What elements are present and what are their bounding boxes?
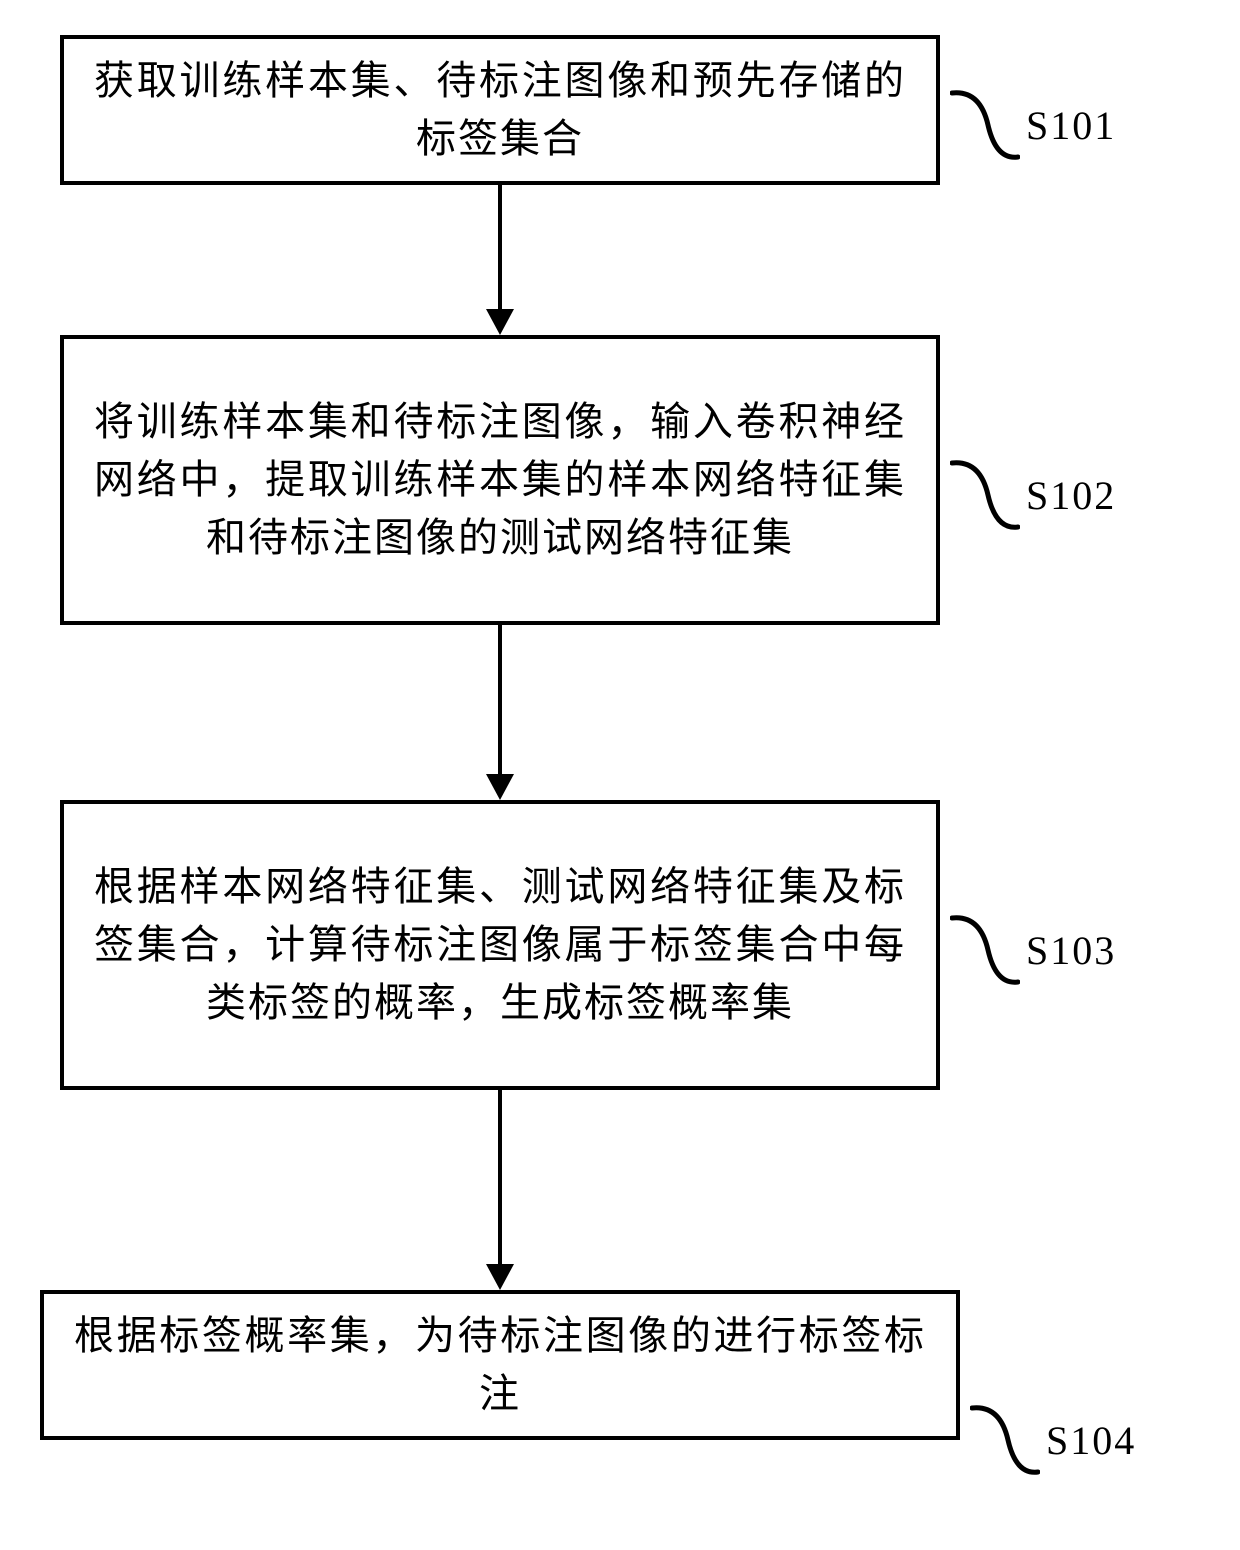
arrow-line: [498, 625, 502, 774]
arrow-head-icon: [486, 1264, 514, 1290]
step-label-text: S103: [1026, 927, 1116, 974]
step-text-s101: 获取训练样本集、待标注图像和预先存储的标签集合: [94, 52, 906, 168]
step-text-s103: 根据样本网络特征集、测试网络特征集及标签集合，计算待标注图像属于标签集合中每类标…: [94, 858, 906, 1032]
brace-icon: [950, 85, 1020, 165]
step-label-text: S104: [1046, 1417, 1136, 1464]
step-box-s104: 根据标签概率集，为待标注图像的进行标签标注: [40, 1290, 960, 1440]
arrow-head-icon: [486, 309, 514, 335]
brace-icon: [950, 910, 1020, 990]
step-box-s103: 根据样本网络特征集、测试网络特征集及标签集合，计算待标注图像属于标签集合中每类标…: [60, 800, 940, 1090]
step-text-s104: 根据标签概率集，为待标注图像的进行标签标注: [74, 1307, 926, 1423]
step-label-s102: S102: [950, 455, 1116, 535]
arrow-head-icon: [486, 774, 514, 800]
step-text-s102: 将训练样本集和待标注图像，输入卷积神经网络中，提取训练样本集的样本网络特征集和待…: [94, 393, 906, 567]
step-box-s102: 将训练样本集和待标注图像，输入卷积神经网络中，提取训练样本集的样本网络特征集和待…: [60, 335, 940, 625]
step-label-text: S101: [1026, 102, 1116, 149]
step-box-s101: 获取训练样本集、待标注图像和预先存储的标签集合: [60, 35, 940, 185]
flowchart-canvas: 获取训练样本集、待标注图像和预先存储的标签集合 S101 将训练样本集和待标注图…: [0, 0, 1240, 1550]
brace-icon: [950, 455, 1020, 535]
step-label-text: S102: [1026, 472, 1116, 519]
step-label-s101: S101: [950, 85, 1116, 165]
arrow-line: [498, 185, 502, 309]
step-label-s104: S104: [970, 1400, 1136, 1480]
brace-icon: [970, 1400, 1040, 1480]
arrow-line: [498, 1090, 502, 1264]
step-label-s103: S103: [950, 910, 1116, 990]
